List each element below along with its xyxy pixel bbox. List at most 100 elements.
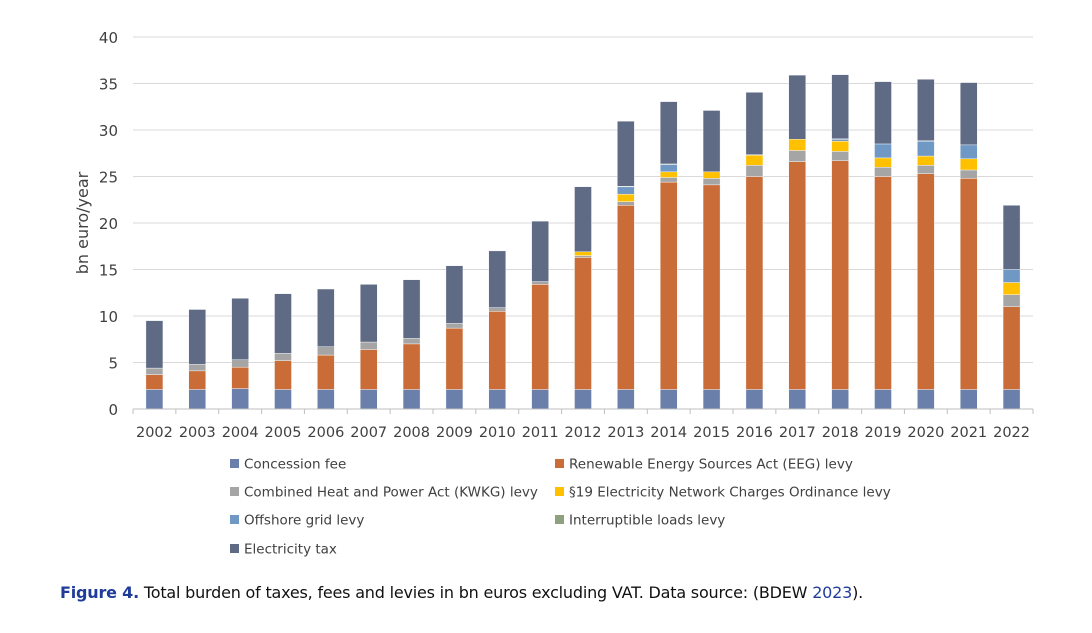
legend-label: Electricity tax: [244, 542, 337, 558]
bar-segment: [574, 257, 592, 390]
bar-segment: [360, 389, 378, 410]
legend-swatch: [555, 515, 564, 524]
bar-segment: [874, 176, 892, 390]
bar-segment: [617, 186, 635, 195]
bar-segment: [960, 82, 978, 146]
bar-segment: [660, 177, 678, 183]
legend-label: Offshore grid levy: [244, 513, 364, 529]
bar-segment: [831, 74, 849, 140]
bar-segment: [702, 110, 721, 173]
bar-segment: [960, 169, 978, 179]
bar-segment: [874, 166, 892, 177]
bar-segment: [917, 79, 935, 141]
bar-segment: [574, 255, 592, 258]
bar-segment: [874, 143, 892, 159]
x-tick-label: 2014: [650, 425, 687, 441]
bar-segment: [231, 366, 249, 389]
x-tick-label: 2005: [265, 425, 302, 441]
bar-segment: [145, 389, 164, 410]
bars: [145, 74, 1021, 410]
figure-caption: Figure 4. Total burden of taxes, fees an…: [60, 583, 863, 602]
x-tick-label: 2022: [993, 425, 1030, 441]
bar-segment: [274, 389, 292, 410]
x-tick-label: 2008: [393, 425, 430, 441]
bar-segment: [960, 158, 978, 171]
x-tick-label: 2003: [179, 425, 216, 441]
bar-segment: [617, 389, 635, 410]
bar-segment: [660, 164, 678, 173]
bar-segment: [531, 389, 549, 410]
bar-segment: [274, 353, 292, 361]
figure-label: Figure 4.: [60, 583, 139, 602]
bar-segment: [660, 101, 678, 165]
y-tick-label: 25: [99, 169, 118, 187]
bar-segment: [745, 165, 764, 177]
bar-segment: [445, 327, 464, 390]
bar-segment: [831, 140, 849, 152]
bar-segment: [1002, 205, 1021, 270]
x-tick-label: 2006: [307, 425, 344, 441]
legend-item: Interruptible loads levy: [555, 513, 725, 529]
legend-label: Renewable Energy Sources Act (EEG) levy: [569, 457, 853, 473]
bar-segment: [574, 186, 592, 253]
bar-segment: [917, 173, 935, 390]
legend-swatch: [555, 487, 564, 496]
bar-segment: [488, 307, 506, 312]
legend-swatch: [230, 515, 239, 524]
bar-segment: [745, 389, 764, 410]
bar-segment: [531, 281, 549, 285]
citation-link[interactable]: 2023: [812, 583, 853, 602]
x-tick-label: 2004: [222, 425, 259, 441]
legend-label: §19 Electricity Network Charges Ordinanc…: [569, 485, 891, 501]
bar-segment: [488, 311, 506, 390]
bar-segment: [445, 323, 464, 329]
y-tick-label: 30: [99, 122, 118, 140]
bar-segment: [274, 293, 292, 354]
bar-segment: [188, 389, 206, 410]
bar-segment: [360, 349, 378, 390]
bar-segment: [1002, 269, 1021, 283]
bar-segment: [488, 250, 506, 308]
bar-segment: [788, 161, 806, 390]
legend-swatch: [230, 459, 239, 468]
caption-end: ).: [852, 583, 864, 602]
axes: 0 5 10 15 20 25 30 35 40 2002 2003 2004 2005 2006 2007…: [99, 29, 1034, 441]
bar-segment: [445, 389, 464, 410]
bar-segment: [145, 320, 164, 369]
legend-item: Offshore grid levy: [230, 513, 364, 529]
y-tick-label: 20: [99, 215, 118, 233]
bar-segment: [402, 279, 421, 339]
legend-label: Interruptible loads levy: [569, 513, 725, 529]
legend-item: Electricity tax: [230, 542, 337, 558]
bar-segment: [788, 389, 806, 410]
bar-segment: [617, 193, 635, 202]
bar-segment: [231, 359, 249, 368]
y-tick-label: 35: [99, 76, 118, 94]
bar-segment: [745, 154, 764, 166]
bar-segment: [188, 370, 206, 390]
bar-segment: [874, 81, 892, 145]
y-axis-label: bn euro/year: [73, 171, 92, 274]
legend-swatch: [555, 459, 564, 468]
x-tick-label: 2011: [522, 425, 559, 441]
bar-segment: [960, 144, 978, 160]
bar-segment: [1002, 389, 1021, 410]
bar-segment: [360, 341, 378, 350]
bar-segment: [402, 338, 421, 345]
x-tick-label: 2019: [865, 425, 902, 441]
legend-swatch: [230, 487, 239, 496]
x-tick-label: 2007: [350, 425, 387, 441]
bar-segment: [402, 343, 421, 390]
bar-segment: [188, 364, 206, 372]
bar-segment: [960, 389, 978, 410]
bar-segment: [702, 184, 721, 390]
legend-label: Concession fee: [244, 457, 346, 473]
bar-segment: [1002, 294, 1021, 307]
x-tick-label: 2002: [136, 425, 173, 441]
bar-segment: [617, 120, 635, 187]
bar-segment: [317, 346, 335, 356]
bar-segment: [402, 389, 421, 410]
bar-segment: [231, 298, 249, 360]
bar-segment: [145, 367, 164, 375]
bar-segment: [660, 181, 678, 390]
